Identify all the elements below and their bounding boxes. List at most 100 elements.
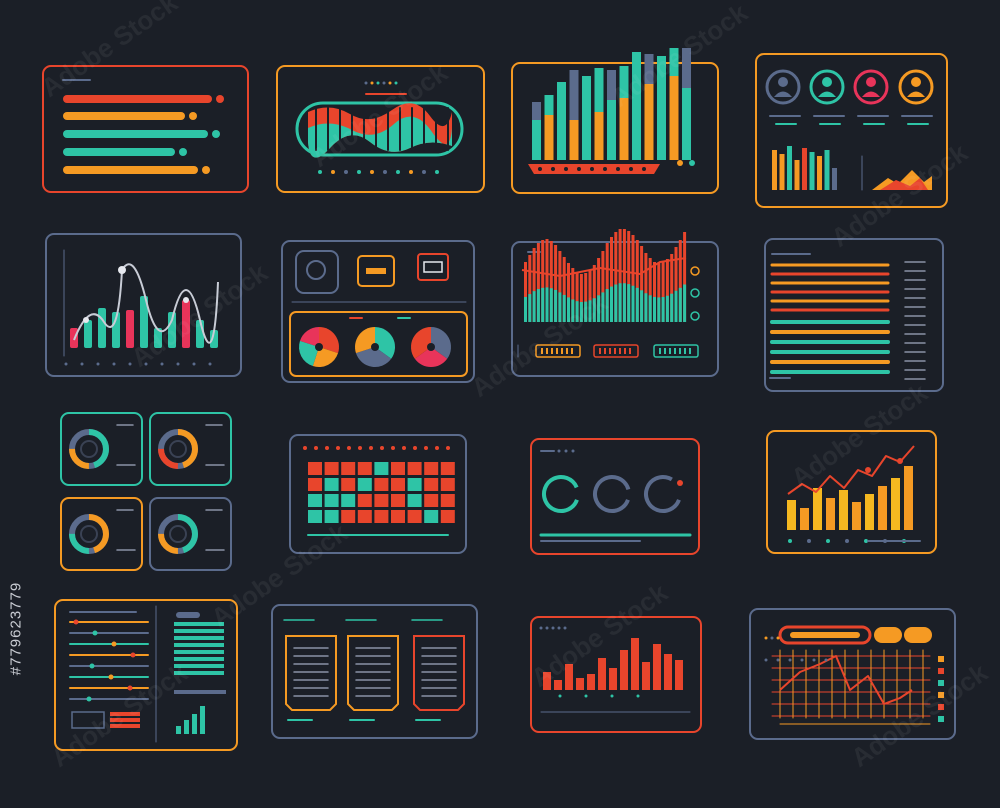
info-line (174, 643, 224, 647)
node-circle (690, 311, 700, 321)
header-dot (446, 446, 450, 450)
column-bar-lower (528, 294, 532, 322)
info-line (174, 657, 224, 661)
column-bar (614, 232, 618, 322)
status-tick (664, 348, 666, 354)
header-dot (325, 446, 329, 450)
panel-widgets (281, 240, 475, 383)
info-line (174, 690, 226, 694)
mini-bar (184, 720, 189, 734)
status-tick (614, 348, 616, 354)
card-frame (413, 635, 465, 711)
column-bar (536, 243, 540, 322)
column-bar (532, 248, 536, 322)
grid-cell (308, 478, 322, 491)
info-line (174, 664, 224, 668)
slider-thumb (108, 674, 114, 680)
column-bar-lower (648, 295, 652, 322)
column-bar-lower (670, 293, 674, 322)
v-bar (98, 308, 106, 348)
status-tick (674, 348, 676, 354)
mini-bar (809, 152, 815, 190)
pie-1-slice (319, 327, 339, 354)
header-dot (376, 81, 380, 85)
column-bar-lower (653, 297, 656, 322)
mini-bar (200, 706, 205, 734)
status-tick (604, 348, 606, 354)
mini-bar (824, 150, 830, 190)
status-box (653, 344, 699, 358)
trend-point (897, 458, 903, 464)
column-bar (683, 232, 687, 322)
status-tick (609, 348, 611, 354)
stack-bar-lower (607, 100, 616, 160)
column-bar (571, 268, 575, 322)
stack-bar-lower (532, 120, 541, 160)
column-bar-lower (524, 297, 527, 322)
pie-tray (289, 311, 468, 377)
red-bar (543, 672, 551, 690)
rising-bar (800, 508, 809, 530)
stack-bar-lower (669, 76, 679, 160)
h-bar (63, 112, 185, 120)
grid-cell (308, 462, 322, 475)
column-bar (631, 235, 635, 322)
axis-dot (807, 539, 811, 543)
gauge-marker (677, 480, 683, 486)
header-dot (303, 446, 307, 450)
stack-bar-upper (544, 95, 554, 115)
rising-bar (787, 500, 796, 530)
toggle-pill (176, 612, 200, 618)
stack-bar-upper (607, 70, 616, 100)
axis-dot (826, 539, 830, 543)
red-bar (598, 658, 606, 690)
ribbon-dot (642, 167, 646, 171)
rising-bar (826, 498, 835, 530)
mini-bar (802, 148, 807, 190)
avatar-ring (853, 69, 889, 105)
bar-end-dot (202, 166, 210, 174)
gauge-3 (644, 475, 682, 513)
legend-square (938, 680, 944, 686)
marker-dot (689, 160, 695, 166)
bar-end-dot (216, 95, 224, 103)
stack-bar-upper (619, 66, 629, 98)
mini-bar (779, 154, 785, 190)
red-bar (554, 680, 562, 690)
info-line (174, 636, 224, 640)
column-bar-lower (640, 290, 644, 322)
donut-1-inner (80, 440, 98, 458)
column-bar-lower (657, 297, 661, 322)
column-bar-lower (622, 283, 626, 322)
column-bar-lower (605, 289, 609, 322)
axis-tick-dot (144, 362, 148, 366)
y-dot (800, 658, 804, 662)
y-dot (764, 658, 768, 662)
bar-end-dot (179, 148, 187, 156)
stack-bar-lower (644, 84, 654, 160)
column-bar (528, 255, 532, 322)
document-icon (423, 261, 443, 273)
stack-bar-upper (682, 48, 691, 88)
panel-heat-grid (289, 434, 467, 554)
user-icon-body (818, 91, 836, 97)
column-bar (597, 258, 601, 322)
grid-cell (440, 494, 455, 507)
status-box (535, 344, 581, 358)
pie-2-slice (375, 327, 395, 359)
column-bar (653, 262, 656, 322)
node-circle (690, 288, 700, 298)
y-dot (812, 658, 816, 662)
ribbon-dot (551, 167, 555, 171)
header-dot (370, 81, 374, 85)
note-box (71, 711, 105, 729)
header-dot (336, 446, 340, 450)
h-bar (63, 130, 208, 138)
column-bar-lower (532, 291, 536, 322)
grid-cell (324, 494, 339, 507)
card-frame (347, 635, 399, 711)
status-tick (624, 348, 626, 354)
grid-cell (391, 478, 405, 491)
v-bar (140, 296, 148, 348)
